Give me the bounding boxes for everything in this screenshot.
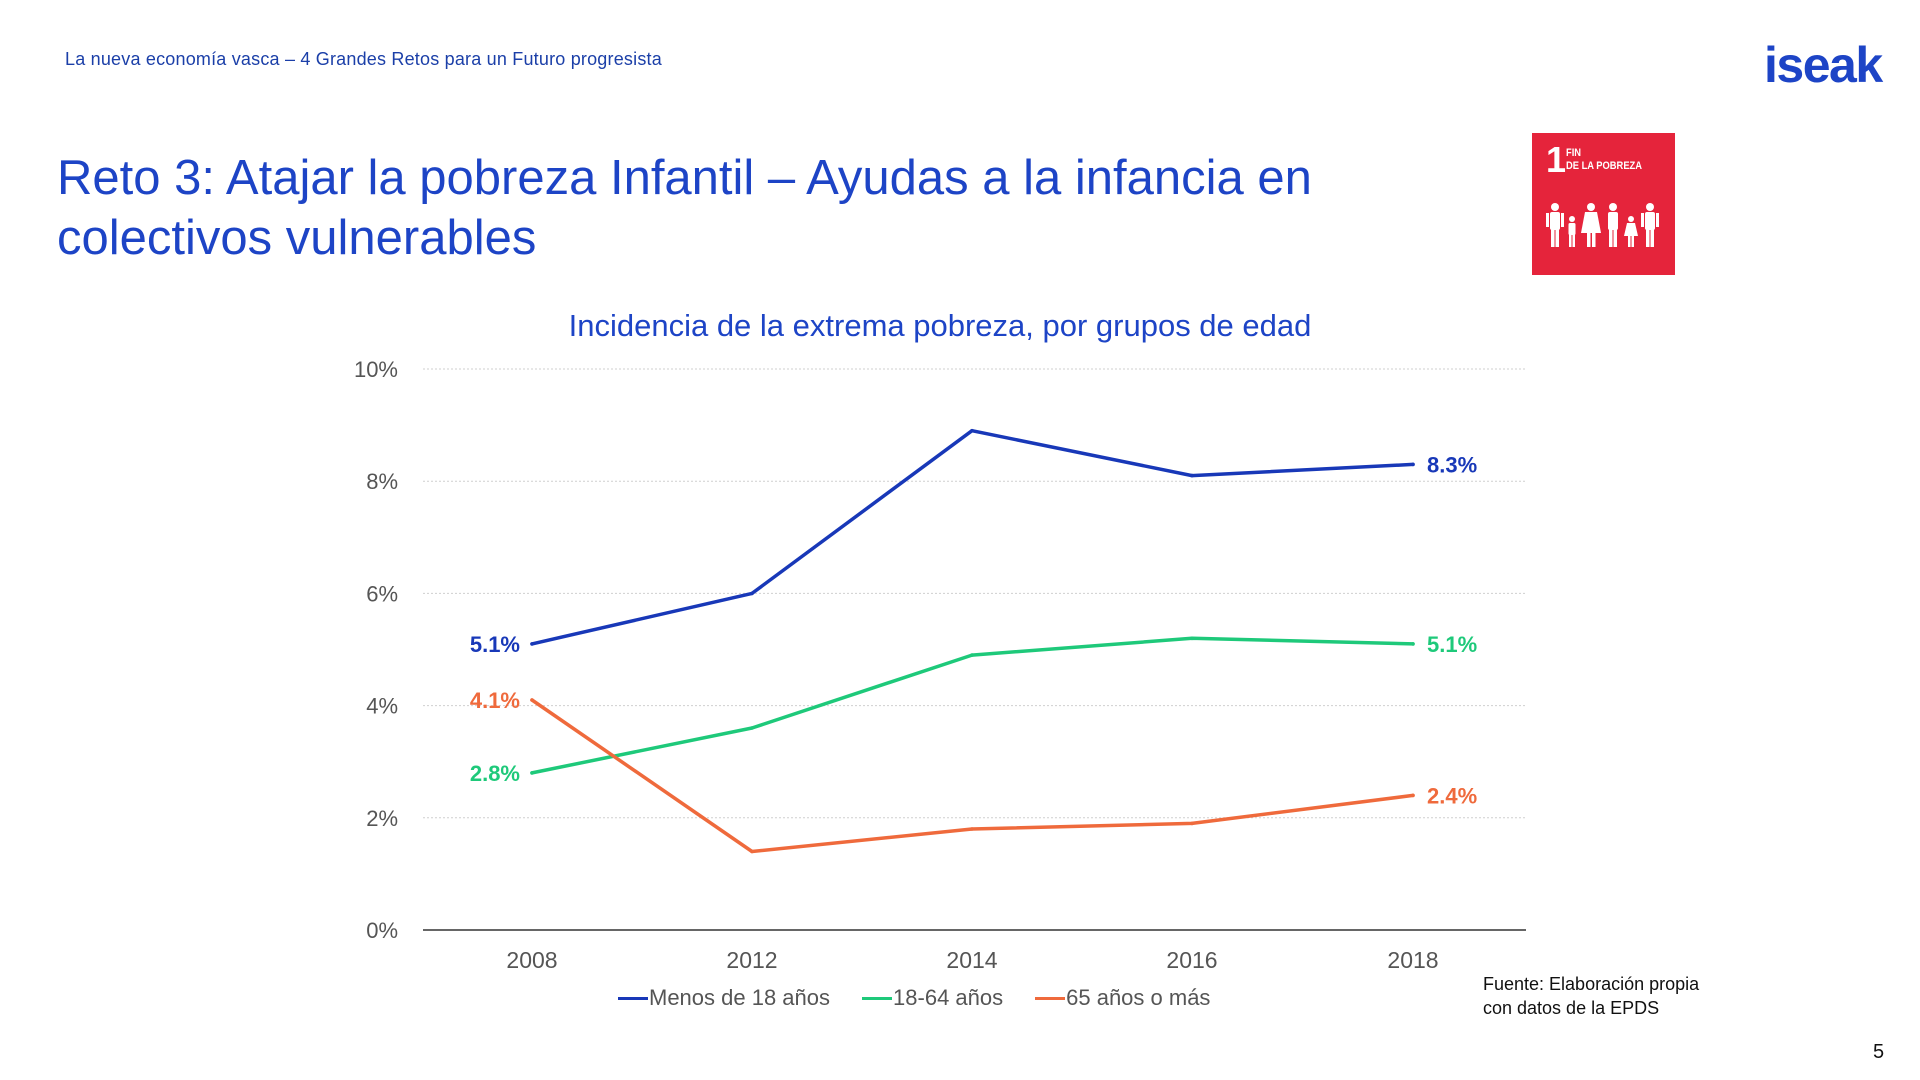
legend-item: 65 años o más bbox=[1035, 985, 1210, 1011]
data-point bbox=[1190, 636, 1194, 641]
y-tick-label: 4% bbox=[366, 694, 398, 719]
sdg-1-badge: 1 FIN DE LA POBREZA bbox=[1532, 133, 1675, 275]
sdg-label-line-1: FIN bbox=[1566, 147, 1582, 159]
sdg-number: 1 bbox=[1546, 139, 1567, 180]
chart-legend: Menos de 18 años 18-64 años 65 años o más bbox=[618, 985, 1242, 1011]
data-label-end: 5.1% bbox=[1427, 632, 1477, 657]
data-point bbox=[1190, 821, 1194, 826]
y-tick-label: 6% bbox=[366, 581, 398, 606]
data-point bbox=[750, 849, 754, 854]
page-number: 5 bbox=[1873, 1041, 1885, 1063]
data-point bbox=[750, 726, 754, 730]
source-note-line-2: con datos de la EPDS bbox=[1483, 998, 1660, 1018]
x-tick-label: 2012 bbox=[726, 947, 777, 973]
legend-label: 65 años o más bbox=[1066, 985, 1211, 1010]
family-icon bbox=[1546, 203, 1659, 247]
legend-swatch bbox=[618, 996, 648, 1000]
sdg-label: FIN DE LA POBREZA bbox=[1566, 147, 1642, 173]
source-note-line-1: Fuente: Elaboración propia bbox=[1483, 974, 1700, 994]
chart-title: Incidencia de la extrema pobreza, por gr… bbox=[568, 308, 1312, 343]
x-tick-label: 2014 bbox=[946, 947, 997, 973]
slide-title-line-2: colectivos vulnerables bbox=[57, 211, 537, 265]
iseak-logo: iseak bbox=[1764, 37, 1883, 93]
data-point bbox=[530, 771, 534, 775]
data-point bbox=[970, 428, 974, 433]
legend-item: Menos de 18 años bbox=[618, 985, 830, 1011]
data-label-start: 4.1% bbox=[470, 688, 520, 713]
y-tick-label: 10% bbox=[354, 357, 398, 382]
y-tick-label: 2% bbox=[366, 806, 398, 831]
data-label-start: 2.8% bbox=[470, 761, 520, 786]
y-tick-label: 8% bbox=[366, 469, 398, 494]
sdg-label-line-2: DE LA POBREZA bbox=[1566, 160, 1643, 172]
legend-label: 18-64 años bbox=[893, 985, 1004, 1010]
presentation-subtitle: La nueva economía vasca – 4 Grandes Reto… bbox=[65, 49, 662, 69]
data-label-end: 8.3% bbox=[1427, 452, 1477, 477]
data-label-end: 2.4% bbox=[1427, 783, 1477, 808]
x-tick-label: 2008 bbox=[506, 947, 557, 973]
legend-swatch bbox=[1035, 996, 1066, 1000]
series-line bbox=[530, 428, 1415, 646]
data-point bbox=[970, 827, 974, 831]
data-point bbox=[1190, 473, 1194, 478]
legend-swatch bbox=[862, 996, 893, 1000]
data-point bbox=[1411, 642, 1415, 646]
data-point bbox=[1411, 793, 1415, 798]
data-point bbox=[1411, 462, 1415, 467]
x-tick-label: 2016 bbox=[1166, 947, 1217, 973]
legend-item: 18-64 años bbox=[862, 985, 1003, 1011]
data-point bbox=[970, 653, 974, 657]
y-tick-label: 0% bbox=[366, 918, 398, 943]
data-point bbox=[750, 591, 754, 596]
source-note: Fuente: Elaboración propia con datos de … bbox=[1483, 972, 1699, 1020]
x-tick-label: 2018 bbox=[1387, 947, 1438, 973]
data-label-start: 5.1% bbox=[470, 632, 520, 657]
legend-label: Menos de 18 años bbox=[649, 985, 831, 1010]
data-point bbox=[530, 698, 534, 702]
slide-title: Reto 3: Atajar la pobreza Infantil – Ayu… bbox=[57, 148, 1457, 268]
slide-title-line-1: Reto 3: Atajar la pobreza Infantil – Ayu… bbox=[57, 151, 1312, 205]
data-point bbox=[530, 642, 534, 646]
